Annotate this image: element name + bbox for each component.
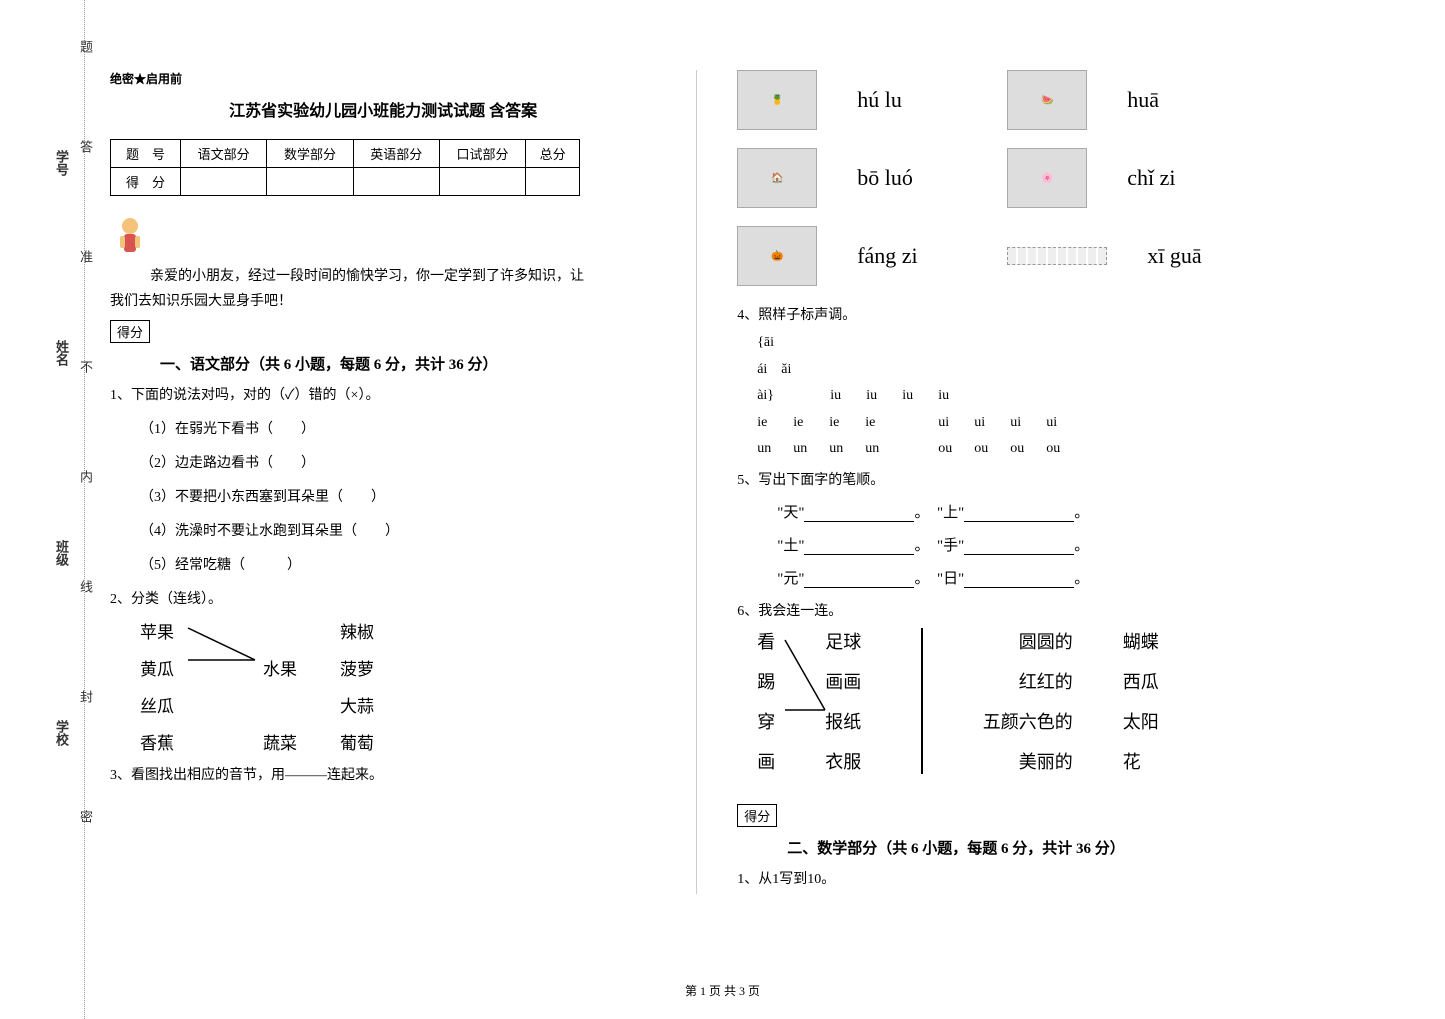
- q6: 6、我会连一连。: [737, 600, 1420, 620]
- th: 总分: [526, 140, 580, 168]
- td: [353, 168, 439, 196]
- q3: 3、看图找出相应的音节，用———连起来。: [110, 764, 656, 784]
- q6-item: 花: [1123, 748, 1159, 774]
- image-house: 🏠: [737, 148, 817, 208]
- q1-item: （2）边走路边看书（ ）: [140, 452, 656, 472]
- q6-item: 看: [757, 628, 775, 654]
- binding-char: 不: [76, 360, 95, 373]
- q5-line: "天"。 "上"。: [777, 501, 1420, 522]
- image-gourd: 🎃: [737, 226, 817, 286]
- binding-char: 密: [76, 810, 95, 823]
- field-student-id: 学号: [52, 150, 71, 176]
- pinyin-text: xī guā: [1147, 243, 1257, 269]
- q6-item: 穿: [757, 708, 775, 734]
- q4: 4、照样子标声调。: [737, 304, 1420, 324]
- section1-title: 一、语文部分（共 6 小题，每题 6 分，共计 36 分）: [160, 353, 656, 374]
- q6-item: 蝴蝶: [1123, 628, 1159, 654]
- section2-title: 二、数学部分（共 6 小题，每题 6 分，共计 36 分）: [787, 837, 1420, 858]
- td: [181, 168, 267, 196]
- td-label: 得 分: [111, 168, 181, 196]
- th: 数学部分: [267, 140, 353, 168]
- td: [439, 168, 525, 196]
- q2-mid: 蔬菜: [220, 729, 340, 754]
- q2-right: 葡萄: [340, 729, 420, 754]
- binding-char: 准: [76, 250, 95, 263]
- q5: 5、写出下面字的笔顺。: [737, 469, 1420, 489]
- q6-item: 红红的: [983, 668, 1073, 694]
- q2-right: 大蒜: [340, 692, 420, 717]
- pinyin-text: fáng zi: [857, 243, 967, 269]
- q5-line: "土"。 "手"。: [777, 534, 1420, 555]
- score-table: 题 号 语文部分 数学部分 英语部分 口试部分 总分 得 分: [110, 139, 580, 196]
- q2: 2、分类（连线）。: [110, 588, 656, 608]
- q6-divider: [921, 628, 923, 774]
- q2-right: 辣椒: [340, 618, 420, 643]
- q6-item: 衣服: [825, 748, 861, 774]
- q2-left: 苹果: [140, 618, 220, 643]
- q6-grid: 看 踢 穿 画 足球 画画 报纸 衣服 圆圆的: [757, 628, 1420, 774]
- pinyin-row: 🎃 fáng zi xī guā: [737, 226, 1420, 286]
- q2-grid: 苹果 辣椒 黄瓜水果菠萝 丝瓜 大蒜 香蕉蔬菜葡萄: [140, 618, 656, 754]
- q6-item: 足球: [825, 628, 861, 654]
- page-footer: 第 1 页 共 3 页: [0, 982, 1445, 999]
- q6-item: 报纸: [825, 708, 861, 734]
- th: 语文部分: [181, 140, 267, 168]
- right-column: 🍍 hú lu 🍉 huā 🏠 bō luó 🌸 chǐ zi 🎃 fáng z…: [737, 70, 1420, 894]
- score-mini-box: 得分: [110, 320, 150, 343]
- q1-item: （3）不要把小东西塞到耳朵里（ ）: [140, 486, 656, 506]
- page-content: 绝密★启用前 江苏省实验幼儿园小班能力测试试题 含答案 题 号 语文部分 数学部…: [110, 70, 1420, 894]
- secret-label: 绝密★启用前: [110, 70, 656, 87]
- q4-table: {āi ái ǎi ài} iuiuiuiu ieieieie uiuiuiui…: [757, 330, 1420, 463]
- image-watermelon: 🍉: [1007, 70, 1087, 130]
- binding-char: 封: [76, 690, 95, 703]
- q2-left: 香蕉: [140, 729, 220, 754]
- q6-item: 画画: [825, 668, 861, 694]
- q1: 1、下面的说法对吗，对的（✓）错的（×）。: [110, 384, 656, 404]
- q2-left: 丝瓜: [140, 692, 220, 717]
- pinyin-text: huā: [1127, 87, 1237, 113]
- binding-char: 题: [76, 40, 95, 53]
- q2-right: 菠萝: [340, 655, 420, 680]
- binding-char: 答: [76, 140, 95, 153]
- pinyin-row: 🏠 bō luó 🌸 chǐ zi: [737, 148, 1420, 208]
- q2-left: 黄瓜: [140, 655, 220, 680]
- pinyin-text: chǐ zi: [1127, 165, 1237, 191]
- field-name: 姓名: [52, 340, 71, 366]
- binding-char: 线: [76, 580, 95, 593]
- pinyin-row: 🍍 hú lu 🍉 huā: [737, 70, 1420, 130]
- q5-line: "元"。 "日"。: [777, 567, 1420, 588]
- q6-item: 五颜六色的: [983, 708, 1073, 734]
- q1-item: （5）经常吃糖（ ）: [140, 554, 656, 574]
- q1-item: （4）洗澡时不要让水跑到耳朵里（ ）: [140, 520, 656, 540]
- td: [267, 168, 353, 196]
- q6-item: 西瓜: [1123, 668, 1159, 694]
- field-class: 班级: [52, 540, 71, 566]
- th: 英语部分: [353, 140, 439, 168]
- image-pineapple: 🍍: [737, 70, 817, 130]
- q6-item: 画: [757, 748, 775, 774]
- q6-item: 太阳: [1123, 708, 1159, 734]
- q2-mid: 水果: [220, 655, 340, 680]
- th: 题 号: [111, 140, 181, 168]
- field-school: 学校: [52, 720, 71, 746]
- binding-char: 内: [76, 470, 95, 483]
- exam-title: 江苏省实验幼儿园小班能力测试试题 含答案: [110, 97, 656, 121]
- td: [526, 168, 580, 196]
- cartoon-icon: [110, 214, 656, 264]
- left-column: 绝密★启用前 江苏省实验幼儿园小班能力测试试题 含答案 题 号 语文部分 数学部…: [110, 70, 656, 894]
- q6-item: 踢: [757, 668, 775, 694]
- score-mini-box: 得分: [737, 804, 777, 827]
- th: 口试部分: [439, 140, 525, 168]
- column-divider: [696, 70, 697, 894]
- pinyin-text: hú lu: [857, 87, 967, 113]
- intro-text: 亲爱的小朋友，经过一段时间的愉快学习，你一定学到了许多知识，让 我们去知识乐园大…: [110, 264, 656, 314]
- q1-item: （1）在弱光下看书（ ）: [140, 418, 656, 438]
- q6-item: 美丽的: [983, 748, 1073, 774]
- section2-q1: 1、从1写到10。: [737, 868, 1420, 888]
- q6-item: 圆圆的: [983, 628, 1073, 654]
- image-flower: 🌸: [1007, 148, 1087, 208]
- image-ruler: [1007, 247, 1107, 265]
- pinyin-text: bō luó: [857, 165, 967, 191]
